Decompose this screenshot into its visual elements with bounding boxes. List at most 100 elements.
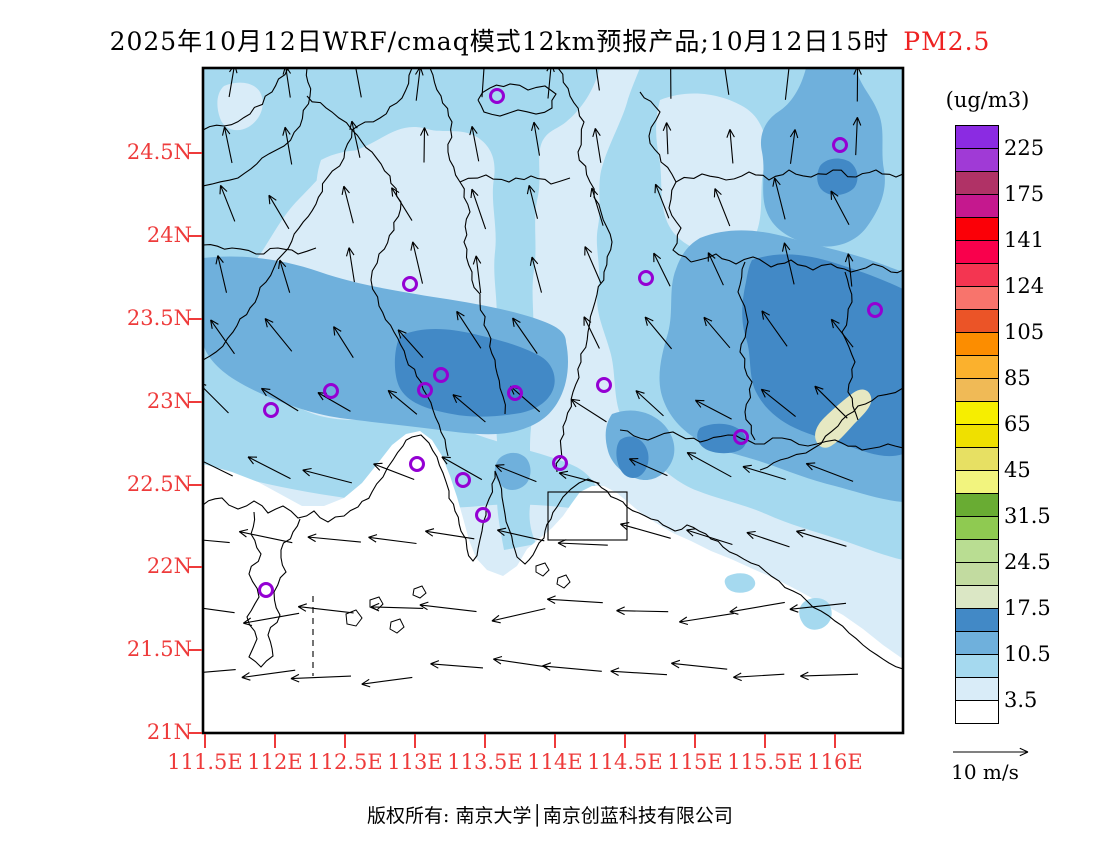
colorbar-cell	[956, 425, 998, 448]
wind-arrow	[391, 187, 413, 221]
county-boundary	[351, 68, 413, 131]
wind-arrow	[703, 316, 731, 349]
station-marker	[596, 377, 612, 393]
wind-arrow	[278, 259, 291, 293]
station-marker	[323, 383, 339, 399]
wind-arrow	[282, 126, 293, 165]
county-boundary	[690, 253, 903, 274]
wind-arrow	[635, 390, 664, 417]
wind-arrow	[333, 326, 354, 358]
wind-arrow	[583, 316, 600, 349]
colorbar-tick-label: 85	[1004, 366, 1031, 390]
wind-arrow	[268, 194, 290, 230]
wind-arrow	[726, 129, 735, 164]
wind-arrow	[720, 68, 730, 95]
wind-arrow	[495, 464, 537, 483]
wind-arrow	[307, 533, 361, 543]
contour-region-medium	[494, 452, 531, 490]
colorbar-cell	[956, 172, 998, 195]
map-border	[201, 66, 905, 735]
county-boundary	[737, 261, 756, 441]
wind-arrow	[215, 255, 228, 293]
wind-arrow	[297, 603, 354, 614]
lat-tick-label: 23.5N	[126, 306, 192, 330]
colorbar-cell	[956, 540, 998, 563]
wind-arrow	[670, 68, 672, 99]
colorbar-tick-label: 105	[1004, 320, 1045, 344]
station-marker	[402, 276, 418, 292]
colorbar-tick-label: 31.5	[1004, 504, 1051, 528]
wind-arrow	[713, 188, 731, 227]
wind-arrow	[424, 528, 475, 540]
wind-arrow	[290, 673, 352, 683]
county-boundary	[459, 174, 571, 185]
lat-tick-label: 23N	[146, 389, 192, 413]
contour-region-dark	[697, 423, 746, 454]
wind-arrow	[203, 460, 233, 477]
colorbar-tick-label: 3.5	[1004, 688, 1038, 712]
wind-arrow	[789, 602, 847, 613]
wind-arrow	[456, 310, 482, 349]
wind-arrow	[800, 671, 859, 681]
wind-arrow	[761, 310, 788, 347]
colorbar-cell	[956, 609, 998, 632]
colorbar-cell	[956, 701, 998, 723]
wind-arrow	[686, 452, 732, 478]
wind-arrow	[610, 667, 668, 676]
station-marker	[867, 302, 883, 318]
wind-arrow	[247, 456, 291, 480]
wind-arrow	[733, 672, 785, 682]
wind-arrow	[589, 187, 604, 226]
wind-arrow	[662, 122, 672, 155]
contour-region-pale	[656, 93, 767, 256]
county-boundary	[203, 244, 317, 255]
wind-arrow	[410, 241, 424, 284]
wind-arrow	[355, 68, 362, 98]
colorbar-cell	[956, 126, 998, 149]
county-boundary	[639, 91, 692, 263]
wind-arrow	[260, 387, 299, 412]
station-marker	[409, 456, 425, 472]
wind-arrow	[441, 456, 483, 481]
wind-arrow	[397, 329, 424, 358]
wind-arrow	[512, 317, 538, 354]
county-boundary	[203, 68, 312, 187]
station-marker	[638, 270, 654, 286]
wind-arrow	[694, 399, 732, 420]
title-text: 2025年10月12日WRF/cmaq模式12km预报产品;10月12日15时	[109, 27, 890, 56]
island	[345, 609, 363, 627]
copyright-footer: 版权所有: 南京大学│南京创蓝科技有限公司	[367, 805, 733, 827]
wind-arrow	[729, 601, 785, 615]
colorbar-units-label: (ug/m3)	[945, 88, 1030, 112]
wind-arrow	[542, 662, 602, 672]
wind-arrow	[558, 470, 600, 484]
lat-tick-label: 21N	[146, 720, 192, 744]
wind-arrow	[241, 669, 296, 681]
wind-arrow	[784, 68, 794, 100]
wind-arrow	[742, 464, 786, 481]
wind-arrow	[203, 383, 229, 414]
wind-arrow	[430, 660, 484, 669]
island	[556, 574, 571, 589]
lat-tick-label: 22.5N	[126, 472, 192, 496]
wind-arrow	[387, 389, 418, 415]
wind-arrow	[557, 539, 608, 548]
wind-arrow	[472, 255, 482, 294]
station-marker	[552, 455, 568, 471]
wind-arrow	[341, 185, 354, 224]
contour-region-dark	[817, 158, 858, 196]
colorbar-cell	[956, 471, 998, 494]
wind-arrow	[830, 190, 850, 226]
colorbar-tick-label: 65	[1004, 412, 1031, 436]
wind-arrow	[219, 184, 236, 222]
colorbar-cell	[956, 195, 998, 218]
wind-arrow	[481, 68, 485, 98]
wind-arrow	[526, 184, 539, 219]
colorbar-tick-label: 175	[1004, 182, 1045, 206]
contour-region-dark	[616, 436, 649, 478]
wind-arrow	[529, 256, 543, 293]
wind-arrow	[469, 125, 480, 162]
colorbar	[955, 125, 999, 724]
wind-arrow	[493, 655, 548, 668]
